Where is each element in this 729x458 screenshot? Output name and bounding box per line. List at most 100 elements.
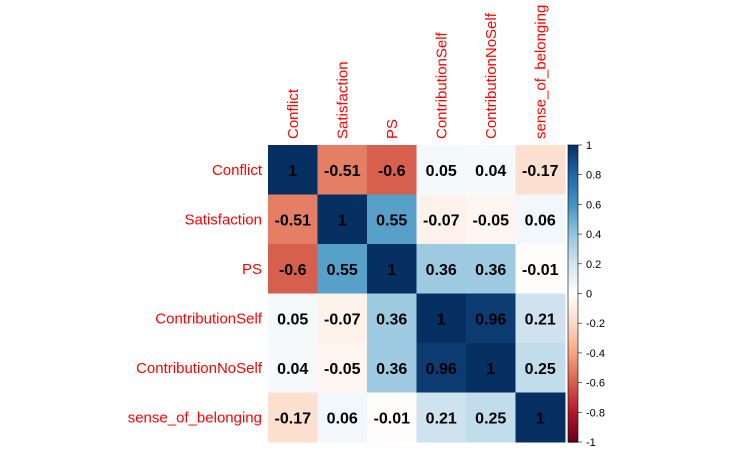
row-label: ContributionNoSelf: [136, 360, 263, 377]
colorbar-segment: [568, 222, 578, 226]
cell-value-label: 1: [486, 361, 495, 378]
colorbar-segment: [568, 284, 578, 289]
colorbar-tick-label: 0.8: [586, 170, 601, 182]
heatmap-cell: [416, 392, 467, 443]
heatmap-cell: [416, 244, 467, 294]
column-label: Satisfaction: [334, 61, 351, 139]
heatmap-cell: [416, 145, 467, 195]
cell-value-label: 1: [338, 212, 347, 229]
colorbar-segment: [568, 433, 578, 437]
heatmap-cell: [466, 343, 516, 393]
colorbar-segment: [568, 355, 578, 360]
row-label: Conflict: [212, 162, 263, 179]
colorbar-segment: [568, 228, 578, 232]
colorbar-tick-label: 0.2: [586, 259, 601, 271]
cell-value-label: 0.55: [327, 262, 358, 279]
colorbar-segment: [568, 287, 578, 292]
row-label: PS: [242, 261, 262, 278]
cell-value-label: 1: [536, 410, 545, 427]
colorbar-segment: [568, 311, 578, 315]
heatmap-cell: [367, 343, 417, 393]
cell-value-label: 0.36: [376, 361, 407, 378]
colorbar-segment: [568, 421, 578, 425]
colorbar-segment: [568, 418, 578, 422]
colorbar-segment: [568, 210, 578, 214]
heatmap-cell: [268, 343, 318, 393]
heatmap-cell: [466, 392, 516, 443]
heatmap-cell: [268, 392, 318, 443]
colorbar-segment: [568, 367, 578, 372]
cell-value-label: 0.25: [475, 410, 506, 427]
row-label: ContributionSelf: [155, 310, 263, 327]
colorbar-segment: [568, 186, 578, 191]
cell-value-label: 0.06: [327, 410, 358, 427]
colorbar-segment: [568, 290, 578, 295]
colorbar-segment: [568, 406, 578, 410]
heatmap-cell: [367, 194, 417, 245]
colorbar-segment: [568, 234, 578, 238]
colorbar-segment: [568, 254, 578, 259]
colorbar-segment: [568, 320, 578, 324]
cell-value-label: 0.05: [426, 163, 457, 180]
column-label: ContributionSelf: [433, 31, 450, 139]
colorbar-segment: [568, 153, 578, 158]
colorbar-segment: [568, 225, 578, 229]
cell-value-label: -0.05: [473, 212, 510, 229]
colorbar-segment: [568, 278, 578, 283]
column-label: Conflict: [285, 88, 302, 139]
colorbar-segment: [568, 412, 578, 416]
cell-value-label: 0.21: [525, 311, 556, 328]
colorbar-segment: [568, 177, 578, 182]
colorbar-segment: [568, 317, 578, 321]
colorbar-segment: [568, 180, 578, 185]
heatmap-cell: [515, 145, 566, 195]
heatmap-cell: [317, 244, 368, 294]
colorbar-segment: [568, 415, 578, 419]
cell-value-label: 0.96: [475, 311, 506, 328]
row-label: sense_of_belonging: [128, 409, 262, 426]
colorbar-segment: [568, 243, 578, 247]
heatmap-cell: [367, 392, 417, 443]
colorbar-segment: [568, 352, 578, 357]
colorbar-segment: [568, 293, 578, 298]
cell-value-label: 0.55: [376, 212, 407, 229]
heatmap-cell: [268, 293, 318, 344]
colorbar-segment: [568, 150, 578, 155]
colorbar-segment: [568, 165, 578, 170]
colorbar-segment: [568, 168, 578, 173]
colorbar-segment: [568, 388, 578, 393]
heatmap-cell: [317, 293, 368, 344]
heatmap-cell: [317, 145, 368, 195]
colorbar-segment: [568, 346, 578, 351]
colorbar-segment: [568, 204, 578, 208]
colorbar-segment: [568, 335, 578, 339]
cell-value-label: 1: [387, 262, 396, 279]
cell-value-label: 0.36: [475, 262, 506, 279]
colorbar-segment: [568, 213, 578, 217]
heatmap-cell: [466, 244, 516, 294]
colorbar-segment: [568, 245, 578, 250]
heatmap-cell: [416, 293, 467, 344]
colorbar-segment: [568, 308, 578, 312]
colorbar-segment: [568, 364, 578, 369]
colorbar-segment: [568, 341, 578, 345]
colorbar-segment: [568, 198, 578, 203]
colorbar-tick-label: 0.6: [586, 199, 601, 211]
colorbar-segment: [568, 379, 578, 384]
colorbar-tick-label: -0.2: [586, 318, 605, 330]
cell-value-label: -0.51: [324, 163, 361, 180]
colorbar-segment: [568, 156, 578, 161]
colorbar-tick-label: -0.4: [586, 348, 605, 360]
cell-value-label: -0.6: [378, 163, 406, 180]
colorbar-segment: [568, 201, 578, 205]
column-label: sense_of_belonging: [532, 5, 549, 139]
heatmap-cell: [416, 194, 467, 245]
colorbar-segment: [568, 174, 578, 179]
colorbar-segment: [568, 382, 578, 387]
colorbar-segment: [568, 240, 578, 244]
heatmap-cell: [515, 392, 566, 443]
heatmap-cell: [268, 145, 318, 195]
colorbar-segment: [568, 302, 578, 306]
colorbar-segment: [568, 436, 578, 440]
